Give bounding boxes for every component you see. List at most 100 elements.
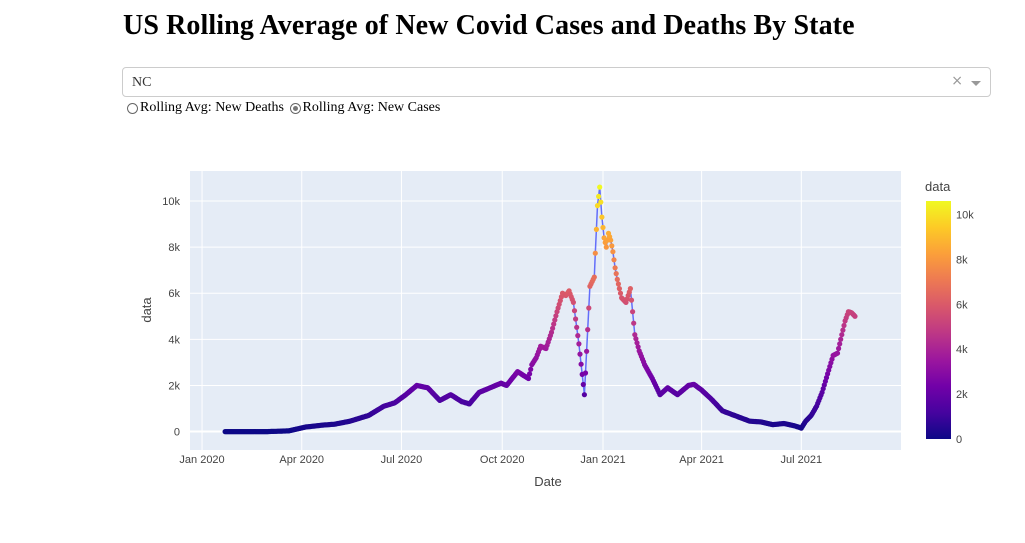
y-tick-label: 0: [174, 427, 180, 439]
data-point[interactable]: [575, 333, 581, 339]
data-point[interactable]: [525, 375, 532, 382]
data-point[interactable]: [616, 286, 623, 292]
data-point[interactable]: [552, 317, 558, 323]
data-point[interactable]: [603, 244, 609, 250]
data-point[interactable]: [612, 265, 618, 271]
data-point[interactable]: [600, 224, 606, 231]
radio-new-deaths-label: Rolling Avg: New Deaths: [140, 100, 285, 115]
radio-new-deaths-button[interactable]: [127, 102, 138, 114]
data-point[interactable]: [628, 297, 635, 303]
colorbar-tick-label: 10k: [956, 209, 974, 221]
data-point[interactable]: [840, 327, 846, 333]
data-point[interactable]: [550, 325, 556, 331]
data-point[interactable]: [837, 341, 843, 347]
data-point[interactable]: [571, 308, 578, 314]
data-point[interactable]: [584, 348, 590, 354]
data-point[interactable]: [614, 276, 620, 282]
data-point[interactable]: [598, 199, 604, 205]
data-point[interactable]: [608, 237, 614, 243]
data-point[interactable]: [582, 370, 589, 376]
data-point[interactable]: [627, 286, 634, 292]
y-tick-label: 8k: [168, 242, 180, 254]
state-dropdown[interactable]: NC ×: [122, 67, 991, 97]
chevron-down-icon[interactable]: [971, 81, 981, 86]
data-point[interactable]: [553, 313, 559, 319]
data-point[interactable]: [594, 203, 601, 209]
x-tick-label: Jan 2020: [179, 454, 224, 466]
colorbar-ticks: 0 2k 4k 6k 8k 10k: [956, 209, 974, 446]
data-point[interactable]: [528, 366, 534, 372]
data-point[interactable]: [527, 371, 533, 377]
data-point[interactable]: [586, 305, 592, 311]
data-point[interactable]: [570, 299, 577, 305]
data-point[interactable]: [617, 290, 624, 296]
data-point[interactable]: [609, 243, 615, 249]
x-axis-ticks: Jan 2020 Apr 2020 Jul 2020 Oct 2020 Jan 2021…: [179, 454, 822, 466]
data-point[interactable]: [576, 341, 582, 347]
data-point[interactable]: [591, 274, 597, 280]
data-point[interactable]: [836, 345, 842, 352]
data-point[interactable]: [632, 332, 638, 338]
grid-lines: [190, 171, 901, 450]
plot-area[interactable]: [190, 171, 901, 450]
series-markers: [222, 184, 858, 435]
data-point[interactable]: [841, 322, 847, 329]
page-title: US Rolling Average of New Covid Cases an…: [123, 10, 855, 41]
y-axis-ticks: 0 2k 4k 6k 8k 10k: [162, 196, 180, 439]
data-point[interactable]: [581, 392, 588, 398]
data-point[interactable]: [633, 336, 639, 342]
x-tick-label: Jan 2021: [580, 454, 625, 466]
data-point[interactable]: [593, 226, 600, 232]
data-point[interactable]: [585, 327, 591, 333]
data-point[interactable]: [551, 321, 557, 327]
colorbar-tick-label: 2k: [956, 389, 968, 401]
data-point[interactable]: [573, 316, 579, 322]
radio-new-cases[interactable]: Rolling Avg: New Cases: [289, 100, 441, 116]
data-point[interactable]: [548, 329, 555, 335]
clear-icon[interactable]: ×: [951, 73, 963, 89]
data-point[interactable]: [613, 271, 619, 277]
data-point[interactable]: [610, 249, 616, 255]
x-tick-label: Apr 2020: [279, 454, 324, 466]
colorbar-title: data: [925, 179, 951, 194]
radio-new-deaths[interactable]: Rolling Avg: New Deaths: [127, 100, 284, 116]
data-point[interactable]: [635, 344, 641, 350]
y-tick-label: 2k: [168, 380, 180, 392]
x-tick-label: Oct 2020: [480, 454, 525, 466]
x-tick-label: Jul 2021: [781, 454, 823, 466]
data-point[interactable]: [839, 332, 845, 338]
y-tick-label: 4k: [168, 334, 180, 346]
x-tick-label: Jul 2020: [381, 454, 423, 466]
colorbar-tick-label: 8k: [956, 254, 968, 266]
data-point[interactable]: [630, 309, 636, 315]
colorbar-tick-label: 4k: [956, 344, 968, 356]
colorbar-tick-label: 0: [956, 434, 962, 446]
data-point[interactable]: [577, 351, 583, 357]
metric-radio-group: Rolling Avg: New Deaths Rolling Avg: New…: [127, 100, 442, 119]
state-dropdown-value: NC: [132, 75, 152, 90]
data-point[interactable]: [578, 361, 584, 367]
data-point[interactable]: [631, 320, 637, 326]
radio-new-cases-label: Rolling Avg: New Cases: [302, 100, 441, 115]
data-point[interactable]: [574, 324, 580, 330]
data-point[interactable]: [852, 313, 858, 319]
data-point[interactable]: [597, 184, 603, 190]
data-point[interactable]: [615, 281, 622, 287]
data-point[interactable]: [838, 336, 844, 342]
colorbar: [926, 201, 951, 439]
data-point[interactable]: [596, 193, 602, 199]
y-tick-label: 6k: [168, 288, 180, 300]
data-point[interactable]: [592, 250, 598, 256]
radio-new-cases-button[interactable]: [289, 102, 301, 114]
data-point[interactable]: [834, 350, 841, 356]
x-axis-title: Date: [534, 474, 561, 489]
data-point[interactable]: [580, 381, 586, 388]
data-point[interactable]: [634, 340, 640, 346]
x-tick-label: Apr 2021: [679, 454, 724, 466]
y-axis-title: data: [139, 297, 154, 323]
data-point[interactable]: [599, 214, 605, 220]
data-point[interactable]: [611, 257, 617, 263]
y-tick-label: 10k: [162, 196, 180, 208]
